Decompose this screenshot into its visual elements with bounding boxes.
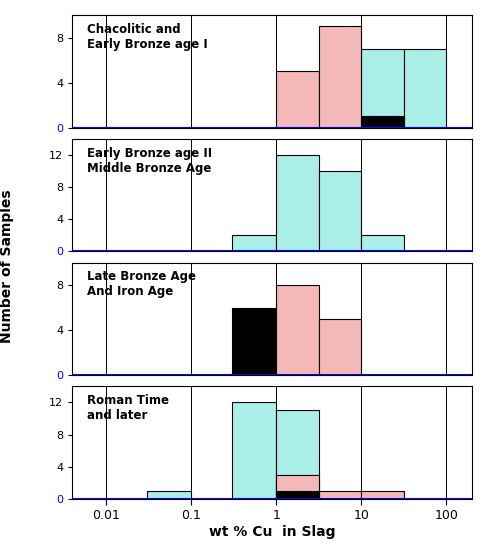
Bar (276, 341, 319, 375)
Bar (232, 307, 276, 375)
Bar (276, 155, 319, 252)
Bar (276, 475, 319, 499)
Bar (361, 116, 404, 127)
Bar (361, 49, 404, 127)
Bar (276, 71, 319, 127)
Bar (319, 171, 361, 252)
Bar (361, 491, 404, 499)
Bar (404, 49, 447, 127)
Bar (276, 285, 319, 375)
Bar (276, 411, 319, 499)
Bar (319, 319, 361, 375)
Bar (361, 235, 404, 252)
Bar (319, 26, 361, 127)
Text: Late Bronze Age
And Iron Age: Late Bronze Age And Iron Age (87, 270, 196, 299)
Bar (147, 491, 191, 499)
Bar (232, 402, 276, 499)
Bar (232, 235, 276, 252)
Text: Number of Samples: Number of Samples (0, 189, 14, 343)
Bar (276, 491, 319, 499)
Text: Chacolitic and
Early Bronze age I: Chacolitic and Early Bronze age I (87, 23, 208, 51)
Text: Roman Time
and later: Roman Time and later (87, 394, 169, 422)
Text: Early Bronze age II
Middle Bronze Age: Early Bronze age II Middle Bronze Age (87, 147, 212, 175)
Bar (319, 491, 361, 499)
X-axis label: wt % Cu  in Slag: wt % Cu in Slag (209, 525, 336, 539)
